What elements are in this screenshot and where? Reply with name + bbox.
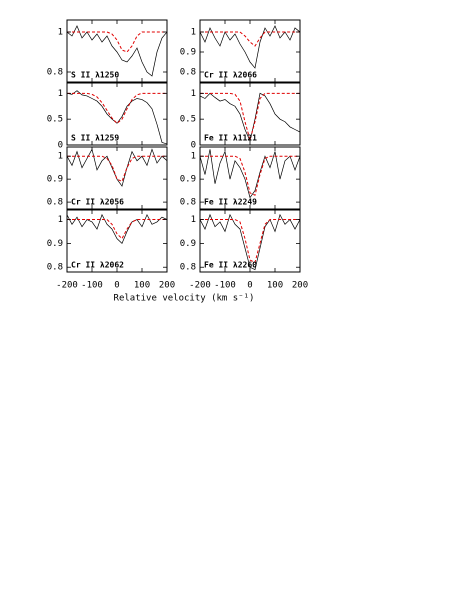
spectrum-line (67, 213, 167, 244)
y-tick-label: 0.8 (180, 68, 196, 78)
spectrum-line (200, 213, 300, 271)
panel-label: Fe II λ1121 (204, 134, 257, 143)
x-tick-label: 200 (292, 281, 308, 291)
x-tick-label: -100 (81, 281, 103, 291)
panel: 0.8 0.9 1 Fe II λ2249 (180, 146, 301, 210)
panel-label: Cr II λ2066 (204, 71, 257, 80)
model-line (200, 92, 300, 142)
x-tick-label: 200 (159, 281, 175, 291)
panel: 0.8 0.9 1 -200 -100 0 100 200 Fe II λ2260 (180, 209, 308, 291)
y-tick-label: 1 (58, 215, 63, 225)
y-tick-label: 0.9 (180, 239, 196, 249)
model-line (67, 155, 167, 183)
y-tick-label: 0.9 (47, 239, 63, 249)
panel-label: S II λ1250 (71, 71, 119, 80)
y-tick-label: 0.8 (47, 198, 63, 208)
x-tick-label: 100 (267, 281, 283, 291)
y-tick-label: 1 (191, 215, 196, 225)
panel: 0 0.5 1 S II λ1259 (47, 82, 168, 151)
y-tick-label: 0.9 (47, 175, 63, 185)
spectrum-line (67, 25, 167, 77)
panel-label: Fe II λ2260 (204, 261, 257, 270)
panel-frame (199, 209, 301, 273)
y-tick-label: 1 (58, 28, 63, 38)
y-tick-label: 1 (58, 89, 63, 99)
x-tick-label: 0 (247, 281, 252, 291)
panel-label: Cr II λ2062 (71, 261, 124, 270)
y-tick-label: 0.8 (180, 263, 196, 273)
x-tick-label: -100 (214, 281, 236, 291)
y-tick-label: 0.8 (47, 263, 63, 273)
panel: 0.8 0.9 1 Cr II λ2056 (47, 146, 168, 210)
panel-frame (199, 82, 301, 146)
spectrum-line (200, 92, 300, 142)
panel-frame (66, 146, 168, 210)
x-axis-label: Relative velocity (km s⁻¹) (114, 294, 255, 304)
model-line (67, 92, 167, 124)
spectrum-line (67, 90, 167, 145)
x-tick-label: 0 (114, 281, 119, 291)
y-tick-label: 0.8 (180, 198, 196, 208)
x-tick-label: 100 (134, 281, 150, 291)
model-line (200, 155, 300, 196)
spectrum-line (200, 25, 300, 69)
y-tick-label: 0.9 (180, 175, 196, 185)
panel-label: S II λ1259 (71, 134, 119, 143)
x-tick-label: -200 (189, 281, 211, 291)
panel-frame (66, 82, 168, 146)
y-tick-label: 1 (191, 89, 196, 99)
y-tick-label: 1 (191, 28, 196, 38)
y-tick-label: 0.8 (47, 68, 63, 78)
panel-label: Fe II λ2249 (204, 198, 257, 207)
x-tick-label: -200 (56, 281, 78, 291)
panel-frame (66, 19, 168, 83)
model-line (200, 219, 300, 264)
panel: 0.8 0.9 1 -200 -100 0 100 200 Cr II λ2062 (47, 209, 175, 291)
model-line (67, 31, 167, 53)
panel: 0.8 0.9 1 Cr II λ2066 (180, 19, 301, 83)
panel-frame (199, 19, 301, 83)
panel-frame (199, 146, 301, 210)
y-tick-label: 0.5 (47, 115, 63, 125)
y-tick-label: 0 (58, 141, 63, 151)
spectrum-line (200, 149, 300, 199)
y-tick-label: 0.9 (180, 48, 196, 58)
panel: 0 0.5 1 Fe II λ1121 (180, 82, 301, 151)
model-line (200, 31, 300, 47)
panel-label: Cr II λ2056 (71, 198, 124, 207)
spectrum-line (67, 148, 167, 187)
panel-frame (66, 209, 168, 273)
panel: 0.8 1 S II λ1250 (47, 19, 168, 83)
y-tick-label: 1 (58, 152, 63, 162)
y-tick-label: 1 (191, 152, 196, 162)
model-line (67, 219, 167, 240)
y-tick-label: 0 (191, 141, 196, 151)
y-tick-label: 0.5 (180, 115, 196, 125)
